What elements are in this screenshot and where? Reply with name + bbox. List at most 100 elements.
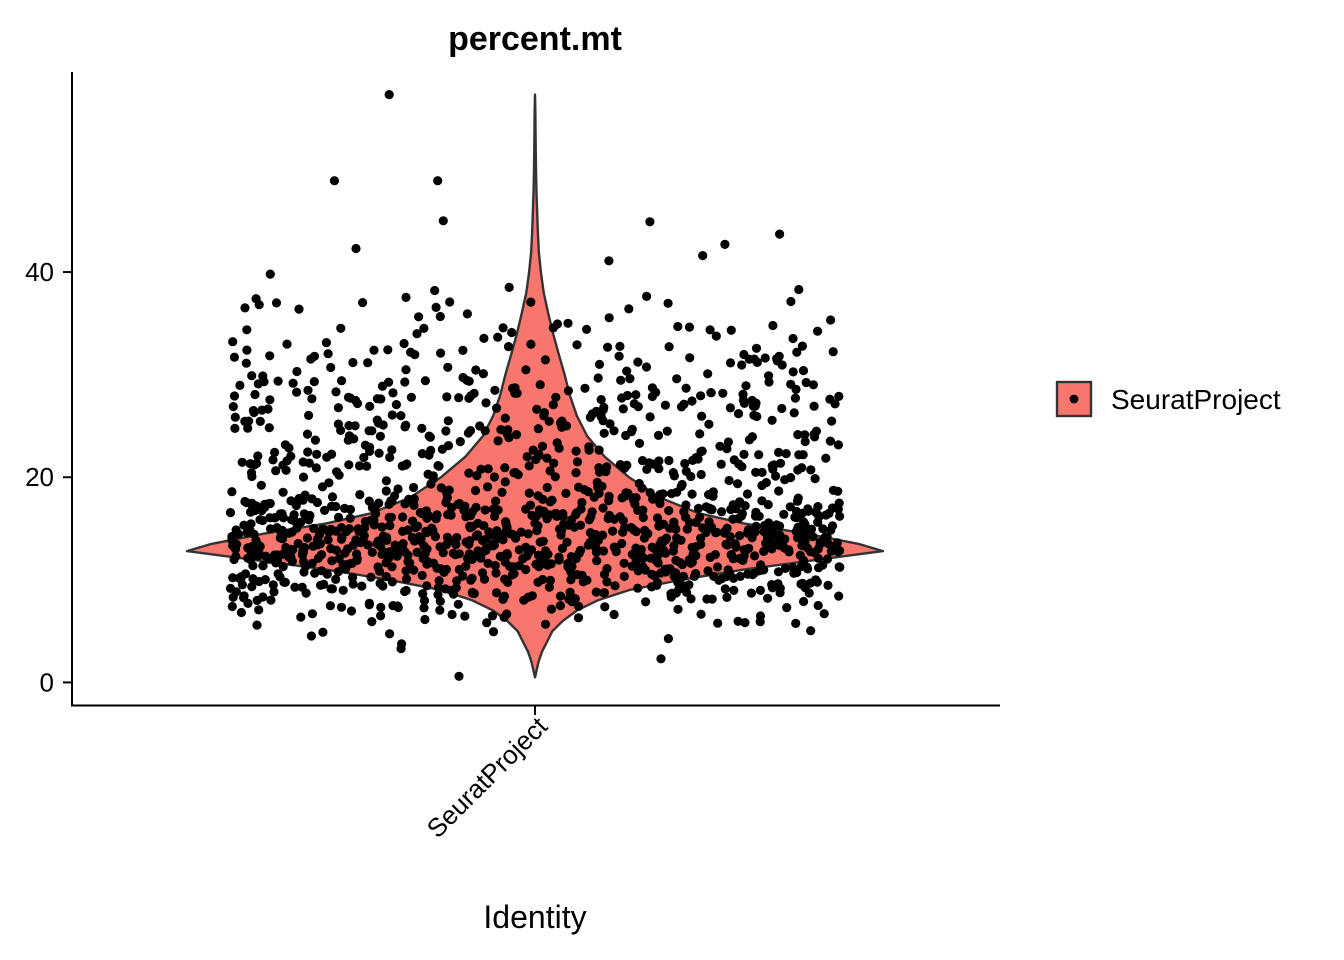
- data-point: [599, 588, 610, 598]
- data-point: [729, 585, 739, 596]
- data-point: [248, 550, 258, 560]
- data-point: [818, 560, 828, 570]
- data-point: [834, 562, 844, 572]
- data-point: [318, 627, 328, 637]
- data-point: [761, 478, 771, 488]
- data-point: [750, 511, 761, 521]
- data-point: [604, 313, 614, 323]
- data-point: [750, 551, 760, 561]
- data-point: [316, 550, 327, 560]
- data-point: [641, 362, 652, 372]
- data-point: [367, 547, 377, 558]
- data-point: [712, 562, 723, 572]
- data-point: [412, 547, 422, 558]
- data-point: [467, 573, 477, 583]
- data-point: [813, 600, 823, 611]
- data-point: [712, 527, 722, 537]
- data-point: [443, 416, 453, 426]
- data-point: [320, 505, 330, 515]
- data-point: [365, 401, 375, 411]
- data-point: [812, 577, 822, 587]
- y-tick-label: 20: [25, 462, 54, 492]
- data-point: [377, 381, 388, 391]
- data-point: [326, 501, 337, 511]
- data-point: [810, 474, 820, 484]
- data-point: [230, 412, 240, 422]
- data-point: [797, 341, 808, 351]
- data-point: [834, 591, 844, 601]
- data-point: [686, 471, 696, 482]
- data-point: [826, 525, 836, 535]
- data-point: [491, 496, 501, 506]
- data-point: [346, 606, 357, 616]
- data-point: [542, 550, 552, 560]
- data-point: [387, 410, 397, 420]
- data-point: [682, 587, 692, 598]
- data-point: [545, 466, 555, 476]
- data-point: [759, 565, 769, 575]
- data-point: [800, 436, 810, 447]
- data-point: [702, 594, 712, 604]
- data-point: [673, 321, 683, 332]
- data-point: [240, 569, 251, 579]
- data-point: [500, 463, 510, 473]
- data-point: [293, 538, 303, 549]
- data-point: [679, 507, 689, 517]
- data-point: [619, 571, 629, 582]
- data-point: [728, 514, 738, 524]
- data-point: [420, 614, 430, 625]
- data-point: [598, 546, 609, 556]
- data-point: [442, 392, 452, 402]
- data-point: [287, 527, 297, 537]
- data-point: [296, 517, 306, 527]
- data-point: [645, 217, 655, 227]
- data-point: [593, 373, 603, 383]
- data-point: [510, 533, 521, 543]
- data-point: [269, 513, 279, 523]
- data-point: [396, 644, 406, 654]
- data-point: [696, 391, 706, 401]
- data-point: [725, 403, 736, 413]
- data-point: [273, 376, 283, 386]
- data-point: [429, 558, 439, 568]
- data-point: [805, 578, 816, 588]
- data-point: [719, 528, 730, 538]
- data-point: [633, 357, 643, 367]
- data-point: [254, 300, 264, 310]
- data-point: [436, 483, 446, 493]
- data-point: [652, 513, 663, 523]
- data-point: [401, 292, 411, 302]
- data-point: [246, 507, 256, 517]
- data-point: [696, 533, 706, 543]
- data-point: [773, 567, 784, 577]
- data-point: [483, 558, 493, 569]
- data-point: [482, 618, 492, 628]
- data-point: [409, 565, 419, 575]
- data-point: [759, 521, 770, 531]
- data-point: [455, 437, 465, 447]
- data-point: [596, 395, 606, 405]
- data-point: [491, 588, 502, 598]
- data-point: [280, 440, 290, 450]
- data-point: [811, 426, 822, 436]
- data-point: [400, 422, 410, 432]
- data-point: [323, 349, 333, 359]
- data-point: [319, 524, 329, 534]
- data-point: [540, 355, 551, 365]
- data-point: [715, 441, 725, 451]
- data-point: [359, 452, 369, 463]
- data-point: [615, 341, 625, 351]
- data-point: [798, 366, 809, 376]
- data-point: [775, 229, 785, 239]
- data-point: [433, 176, 443, 186]
- data-point: [286, 552, 296, 562]
- data-point: [784, 545, 794, 555]
- data-point: [326, 362, 336, 373]
- data-point: [351, 243, 361, 254]
- data-point: [552, 511, 562, 521]
- data-point: [714, 575, 724, 585]
- data-point: [801, 377, 811, 388]
- data-point: [381, 572, 391, 582]
- data-point: [282, 339, 292, 349]
- x-axis-title: Identity: [483, 899, 586, 935]
